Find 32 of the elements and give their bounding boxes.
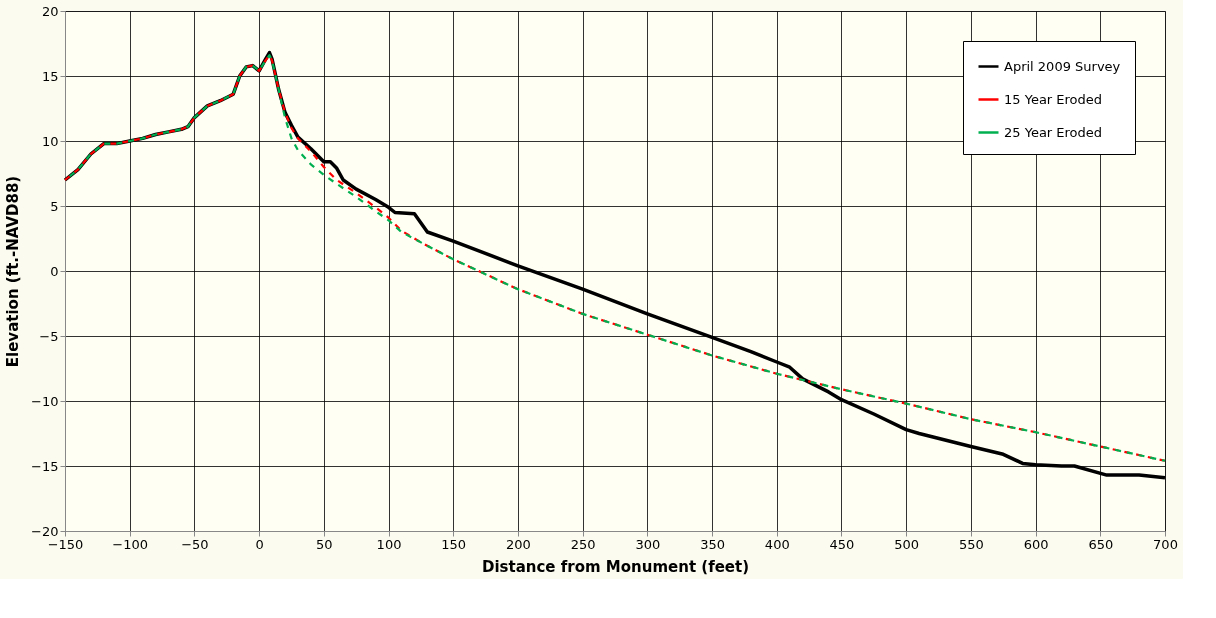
y-tick-label: −15 [31, 458, 59, 474]
x-tick-label: 500 [894, 536, 920, 552]
y-tick-label: 10 [41, 133, 59, 149]
y-tick-label: 5 [50, 198, 59, 214]
y-tick-label: 20 [41, 3, 59, 19]
x-tick-label: 0 [255, 536, 264, 552]
x-tick-label: −150 [47, 536, 84, 552]
x-tick-label: 100 [376, 536, 402, 552]
x-tick-label: 200 [506, 536, 531, 552]
x-axis-title: Distance from Monument (feet) [481, 557, 750, 576]
x-tick-label: 400 [764, 536, 790, 552]
legend-label: April 2009 Survey [1004, 58, 1121, 74]
legend-label: 15 Year Eroded [1004, 91, 1103, 107]
x-tick-label: 550 [958, 536, 984, 552]
x-tick-label: 150 [441, 536, 467, 552]
x-tick-label: 600 [1023, 536, 1049, 552]
y-tick-label: −20 [31, 523, 59, 539]
x-tick-label: 50 [316, 536, 333, 552]
x-tick-label: 250 [570, 536, 596, 552]
y-tick-label: 15 [41, 68, 59, 84]
x-tick-label: 350 [700, 536, 725, 552]
x-tick-label: 650 [1088, 536, 1114, 552]
y-tick-label: −5 [39, 328, 59, 344]
x-tick-label: 450 [829, 536, 855, 552]
y-tick-label: 0 [50, 263, 59, 279]
x-tick-label: 300 [635, 536, 661, 552]
legend-label: 25 Year Eroded [1004, 124, 1103, 140]
x-tick-label: −50 [181, 536, 209, 552]
y-axis-title: Elevation (ft.-NAVD88) [4, 175, 23, 368]
y-tick-label: −10 [31, 393, 59, 409]
x-tick-label: 700 [1153, 536, 1178, 552]
x-tick-label: −100 [112, 536, 149, 552]
